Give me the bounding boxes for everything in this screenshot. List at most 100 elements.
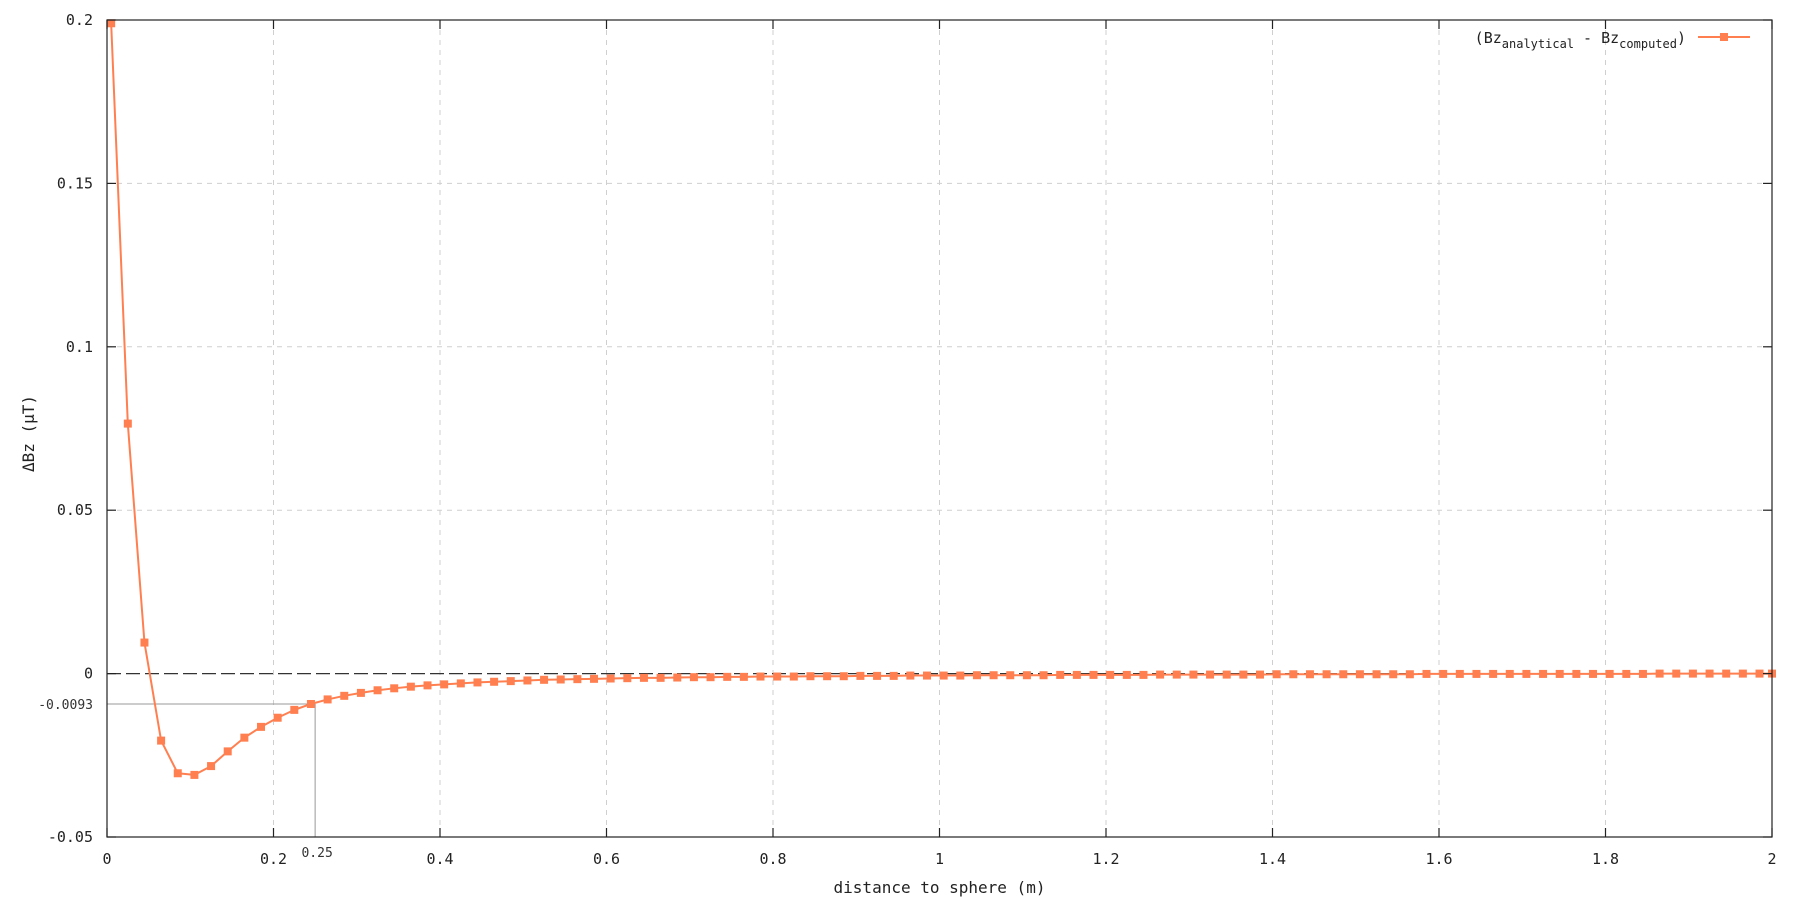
- data-point: [1738, 669, 1747, 678]
- x-tick-label: 1.2: [1092, 850, 1119, 868]
- data-point: [1755, 669, 1764, 678]
- x-tick-label: 0.4: [426, 850, 453, 868]
- data-point: [223, 747, 232, 756]
- data-point: [1089, 670, 1098, 679]
- x-tick-labels: 0 0.2 0.4 0.6 0.8 1 1.2 1.4 1.6 1.8 2: [102, 850, 1776, 868]
- data-point: [1589, 669, 1598, 678]
- data-point: [207, 762, 216, 771]
- data-point: [1189, 670, 1198, 679]
- data-point: [573, 675, 582, 684]
- data-point: [723, 672, 732, 681]
- annotation: -0.0093 0.25: [38, 698, 333, 861]
- legend: (Bzanalytical - Bzcomputed): [1475, 29, 1750, 51]
- data-point: [440, 680, 449, 689]
- data-point: [1655, 669, 1664, 678]
- legend-suffix: ): [1677, 29, 1686, 47]
- data-point: [1339, 670, 1348, 679]
- y-tick-labels: -0.05 0 0.05 0.1 0.15 0.2: [48, 11, 93, 846]
- data-point: [806, 672, 815, 681]
- data-point: [523, 676, 532, 685]
- data-point: [873, 671, 882, 680]
- data-point: [789, 672, 798, 681]
- data-point: [1355, 670, 1364, 679]
- data-point: [1505, 669, 1514, 678]
- data-point: [1489, 669, 1498, 678]
- data-point: [340, 691, 349, 700]
- data-point: [1472, 669, 1481, 678]
- data-point: [306, 699, 315, 708]
- data-point: [490, 677, 499, 686]
- data-point: [1206, 670, 1215, 679]
- data-point: [1555, 669, 1564, 678]
- data-point: [673, 673, 682, 682]
- data-point: [1622, 669, 1631, 678]
- data-point: [290, 705, 299, 714]
- data-point: [390, 684, 399, 693]
- data-point: [456, 679, 465, 688]
- data-point: [1722, 669, 1731, 678]
- data-point: [257, 722, 266, 731]
- data-point: [956, 671, 965, 680]
- data-point: [190, 770, 199, 779]
- data-point: [240, 733, 249, 742]
- data-point: [1239, 670, 1248, 679]
- data-point: [1222, 670, 1231, 679]
- data-point: [1106, 670, 1115, 679]
- data-point: [1638, 669, 1647, 678]
- data-point: [972, 671, 981, 680]
- x-tick-label: 1: [935, 850, 944, 868]
- data-point: [906, 671, 915, 680]
- data-point: [1122, 670, 1131, 679]
- data-point: [1272, 670, 1281, 679]
- ticks: [106, 19, 1773, 838]
- data-point: [1056, 670, 1065, 679]
- x-tick-label: 0.6: [593, 850, 620, 868]
- data-point: [1389, 670, 1398, 679]
- data-point: [656, 673, 665, 682]
- data-point: [989, 671, 998, 680]
- data-point: [123, 419, 132, 428]
- data-point: [107, 19, 116, 28]
- data-point: [140, 638, 149, 647]
- data-point: [373, 686, 382, 695]
- x-tick-label: 1.6: [1425, 850, 1452, 868]
- data-point: [1572, 669, 1581, 678]
- data-point: [1439, 669, 1448, 678]
- y-tick-label: 0.15: [57, 174, 93, 192]
- data-point: [506, 677, 515, 686]
- y-tick-label: 0.1: [66, 338, 93, 356]
- data-point: [1039, 671, 1048, 680]
- data-point: [1156, 670, 1165, 679]
- data-point: [706, 673, 715, 682]
- legend-sub-analytical: analytical: [1502, 37, 1574, 51]
- data-point: [423, 681, 432, 690]
- data-point: [1705, 669, 1714, 678]
- data-point: [1539, 669, 1548, 678]
- data-point: [1322, 670, 1331, 679]
- data-point: [1289, 670, 1298, 679]
- data-point: [173, 769, 182, 778]
- annotation-x-label: 0.25: [301, 846, 332, 861]
- data-point: [1422, 669, 1431, 678]
- x-tick-label: 0: [102, 850, 111, 868]
- data-point: [1405, 670, 1414, 679]
- legend-label: (Bzanalytical - Bzcomputed): [1475, 29, 1686, 51]
- data-point: [606, 674, 615, 683]
- data-point: [856, 671, 865, 680]
- data-point: [756, 672, 765, 681]
- series-layer: [107, 19, 1776, 779]
- y-tick-label: 0.2: [66, 11, 93, 29]
- annotation-y-label: -0.0093: [38, 698, 93, 713]
- data-point: [1688, 669, 1697, 678]
- legend-middle: - Bz: [1574, 29, 1619, 47]
- y-tick-label: -0.05: [48, 828, 93, 846]
- y-axis-label: ΔBz (μT): [19, 395, 38, 472]
- data-point: [473, 678, 482, 687]
- data-point: [356, 688, 365, 697]
- data-point: [939, 671, 948, 680]
- y-tick-label: 0: [84, 665, 93, 683]
- x-tick-label: 0.2: [260, 850, 287, 868]
- data-point: [739, 672, 748, 681]
- series-line: [110, 23, 1772, 776]
